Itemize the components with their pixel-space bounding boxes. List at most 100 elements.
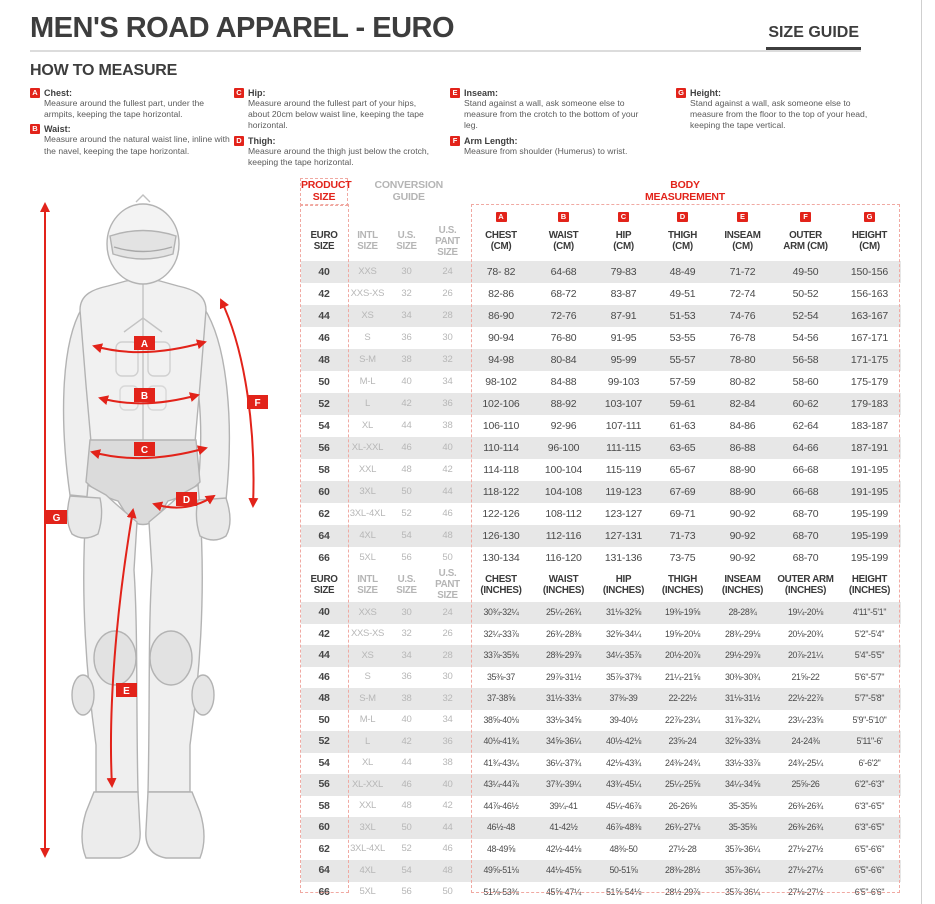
table-cell: 26⅜-26¾	[787, 822, 824, 833]
table-cell: 50	[401, 486, 412, 498]
table-cell: 34	[401, 310, 412, 322]
table-cell: 46	[442, 843, 453, 855]
table-cell: 118-122	[482, 485, 520, 498]
column-header-cell: CHEST (INCHES)	[469, 569, 533, 603]
inches-column-header-row: EURO SIZE INTL SIZE U.S. SIZE U.S. PANT SIZ…	[300, 568, 901, 603]
table-cell: 80-82	[729, 375, 756, 388]
product-size-header: PRODUCT SIZE	[300, 178, 352, 206]
table-cell: 34	[442, 376, 453, 388]
table-cell: 4XL	[359, 530, 376, 542]
table-cell: 24⅜-24¾	[664, 757, 701, 768]
table-cell: 28	[442, 310, 453, 322]
table-cell: 46	[401, 442, 412, 454]
table-cell: 40	[318, 265, 330, 278]
table-cell: 68-70	[792, 507, 819, 520]
table-cell: 112-116	[545, 529, 582, 542]
table-cell: 87-91	[610, 309, 637, 322]
table-cell: 91-95	[610, 331, 637, 344]
table-cell: 131-136	[604, 551, 643, 564]
table-cell: 82-86	[488, 287, 514, 300]
table-cell: 33½-33⅞	[724, 757, 761, 768]
table-cell: 183-187	[850, 419, 889, 432]
table-cell: 62	[318, 507, 330, 520]
table-cell: 82-84	[729, 397, 756, 410]
column-header-cell: INTL SIZE	[357, 230, 378, 253]
measure-text: Measure around the thigh just below the …	[248, 145, 430, 167]
measure-text: Stand against a wall, ask someone else t…	[464, 98, 639, 131]
table-cell: 19¼-20⅛	[787, 607, 824, 618]
table-cell: 48	[401, 800, 412, 812]
table-cell: 34⅝-36¼	[545, 736, 582, 747]
table-cell: 73-75	[669, 551, 696, 564]
letter-d-icon: D	[234, 135, 244, 146]
column-header-cell: HEIGHT (CM)	[851, 230, 888, 253]
table-cell: 76-78	[729, 331, 756, 344]
table-cell: 62	[318, 842, 330, 855]
table-cell: 48-49	[669, 265, 696, 278]
table-cell: 38	[401, 692, 412, 704]
table-cell: 66-68	[792, 485, 819, 498]
table-cell: XXL	[358, 464, 377, 476]
table-cell: 110-114	[483, 441, 519, 454]
table-cell: 35⅞-36¼	[724, 886, 761, 897]
table-cell: 42⅛-43¾	[605, 757, 642, 768]
table-cell: S-M	[359, 692, 376, 704]
table-cell: 72-74	[729, 287, 756, 300]
table-cell: 66-68	[792, 463, 819, 476]
table-cell: 28-28¾	[728, 607, 757, 618]
badge-f: F	[254, 398, 260, 409]
table-cell: 86-90	[488, 309, 514, 322]
table-cell: 58-60	[792, 375, 819, 388]
letter-e-icon: E	[450, 88, 460, 98]
table-cell: 58	[318, 463, 330, 476]
table-cell: XL-XXL	[351, 442, 384, 454]
table-row: 60 3XL 50 44 46½-48 41-42½ 46⅞-48⅜ 26¾-27⅛ 35-35…	[300, 817, 901, 839]
table-cell: 60	[318, 485, 330, 498]
table-cell: 78-80	[729, 353, 756, 366]
measure-name: Arm Length:	[464, 135, 518, 146]
table-cell: 36	[442, 398, 453, 410]
table-row: 52 L 42 36 40⅛-41¾ 34⅝-36¼ 40½-42⅛ 23⅝-24 32⅝-33…	[300, 731, 901, 753]
table-cell: 98-102	[485, 375, 517, 388]
table-cell: 52-54	[792, 309, 819, 322]
table-cell: 54	[318, 419, 330, 432]
cm-column-header-row: EURO SIZE INTL SIZE U.S. SIZE U.S. PANT SIZ…	[301, 223, 901, 261]
table-cell: XL	[361, 757, 374, 769]
column-header-cell: EURO SIZE	[300, 569, 348, 603]
table-cell: 56	[401, 886, 412, 898]
rider-illustration	[62, 194, 231, 859]
table-cell: 39-40½	[609, 714, 638, 725]
table-cell: 30¾-32¼	[483, 607, 519, 618]
table-cell: 90-92	[729, 529, 756, 542]
column-header-cell: U.S. SIZE	[387, 569, 426, 603]
table-cell: 20½-20⅞	[664, 650, 701, 661]
table-cell: 66	[318, 551, 330, 564]
table-cell: 46	[401, 778, 412, 790]
table-row: 58 XXL 48 42 114-118 100-104 115-119 65-67 88-90…	[301, 459, 901, 481]
table-cell: 36	[401, 332, 412, 344]
table-cell: 54-56	[792, 331, 819, 344]
inches-table-body: 40 XXS 30 24 30¾-32¼ 25¼-26¾ 31⅛-32⅝ 19⅜-19⅝ 28-…	[300, 602, 901, 903]
measure-name: Inseam:	[464, 88, 499, 98]
table-cell: 24	[442, 266, 453, 278]
table-cell: S	[364, 332, 371, 344]
table-row: 42 XXS-XS 32 26 32¼-33⅞ 26¾-28⅜ 32⅝-34¼ 19⅝-20⅛…	[301, 624, 901, 646]
table-cell: 33⅛-34⅝	[545, 714, 582, 725]
measure-item-thigh: D Thigh: Measure around the thigh just be…	[234, 135, 446, 168]
table-cell: 32	[442, 692, 453, 704]
column-header-cell: WAIST (INCHES)	[532, 569, 595, 603]
table-cell: 34¼-35⅞	[605, 650, 642, 661]
table-cell: 40	[442, 778, 453, 790]
table-cell: 42	[401, 735, 412, 747]
table-cell: 68-70	[792, 529, 819, 542]
measure-name: Hip:	[248, 88, 266, 98]
table-row: 62 3XL-4XL 52 46 122-126 108-112 123-127 69-71 9…	[301, 503, 901, 525]
table-cell: 45⅝-47¼	[545, 886, 582, 897]
table-cell: 90-92	[729, 551, 756, 564]
table-cell: 5'11"-6'	[856, 736, 883, 747]
column-letter-d: D	[677, 211, 688, 222]
column-letter-f: F	[800, 211, 811, 222]
table-cell: 31⅞-32¼	[724, 714, 761, 725]
table-cell: 30	[442, 671, 453, 683]
